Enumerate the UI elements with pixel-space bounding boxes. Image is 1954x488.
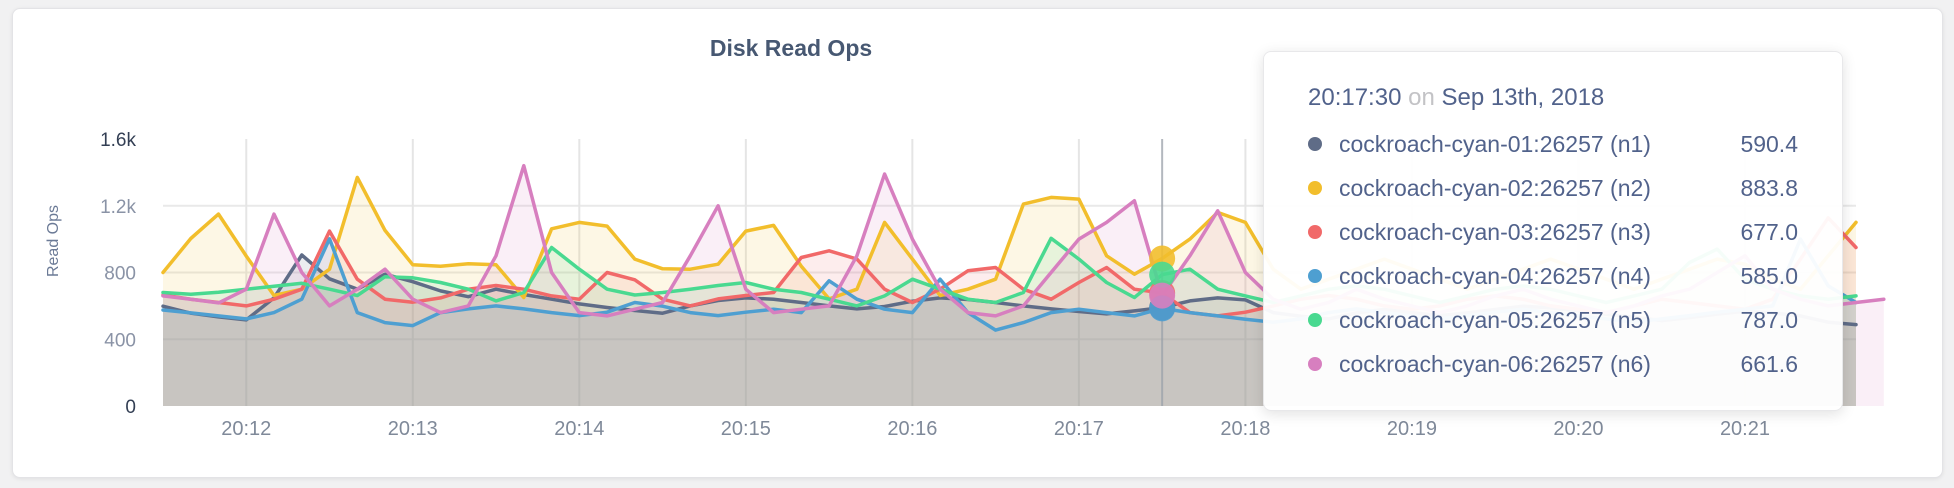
- y-tick-0: 0: [125, 397, 136, 418]
- x-tick-20:20: 20:20: [1553, 418, 1603, 440]
- tooltip-series-value: 677.0: [1740, 218, 1798, 245]
- tooltip-row-n4: cockroach-cyan-04:26257 (n4) 585.0: [1308, 254, 1798, 298]
- tooltip-heading: 20:17:30 on Sep 13th, 2018: [1308, 82, 1798, 114]
- x-tick-20:13: 20:13: [388, 418, 438, 440]
- tooltip-series-label: cockroach-cyan-03:26257 (n3): [1339, 218, 1651, 245]
- x-tick-20:19: 20:19: [1387, 418, 1437, 440]
- y-axis-tick-labels: 0 400 800 1.2k 1.6k: [100, 130, 136, 418]
- x-tick-20:21: 20:21: [1720, 418, 1770, 440]
- tooltip-series-value: 661.6: [1740, 350, 1798, 377]
- tooltip-series-value: 585.0: [1740, 262, 1798, 289]
- x-tick-20:18: 20:18: [1220, 418, 1270, 440]
- series-color-dot-icon: [1308, 137, 1322, 151]
- series-color-dot-icon: [1308, 269, 1322, 283]
- hover-guideline-layer: [1149, 139, 1176, 406]
- x-tick-20:15: 20:15: [721, 418, 771, 440]
- x-tick-20:17: 20:17: [1054, 418, 1104, 440]
- tooltip-series-value: 883.8: [1740, 174, 1798, 201]
- series-color-dot-icon: [1308, 313, 1322, 327]
- x-tick-20:14: 20:14: [554, 418, 604, 440]
- tooltip-series-label: cockroach-cyan-01:26257 (n1): [1339, 130, 1651, 157]
- tooltip-time: 20:17:30: [1308, 84, 1402, 111]
- tooltip-row-n2: cockroach-cyan-02:26257 (n2) 883.8: [1308, 166, 1798, 210]
- tooltip-series-label: cockroach-cyan-05:26257 (n5): [1339, 306, 1651, 333]
- tooltip-series-label: cockroach-cyan-04:26257 (n4): [1339, 262, 1651, 289]
- y-axis-title: Read Ops: [45, 205, 62, 277]
- hover-tooltip: 20:17:30 on Sep 13th, 2018 cockroach-cya…: [1263, 51, 1843, 411]
- tooltip-conjunction: on: [1408, 84, 1435, 111]
- series-color-dot-icon: [1308, 225, 1322, 239]
- x-axis-tick-labels: 20:12 20:13 20:14 20:15 20:16 20:17 20:18 20:19…: [221, 418, 1770, 440]
- hover-dot-n5: [1149, 261, 1176, 288]
- x-tick-20:12: 20:12: [221, 418, 271, 440]
- chart-card: Disk Read Ops 0 400 800 1.2k 1.6k 20:12 20:13…: [12, 8, 1943, 478]
- series-color-dot-icon: [1308, 357, 1322, 371]
- x-tick-20:16: 20:16: [887, 418, 937, 440]
- y-tick-1.6k: 1.6k: [100, 130, 136, 151]
- tooltip-row-n3: cockroach-cyan-03:26257 (n3) 677.0: [1308, 210, 1798, 254]
- tooltip-row-n5: cockroach-cyan-05:26257 (n5) 787.0: [1308, 298, 1798, 342]
- hover-dot-n6: [1149, 282, 1176, 309]
- y-tick-1.2k: 1.2k: [100, 197, 136, 218]
- tooltip-series-label: cockroach-cyan-06:26257 (n6): [1339, 350, 1651, 377]
- tooltip-rows: cockroach-cyan-01:26257 (n1) 590.4 cockroa…: [1308, 122, 1798, 386]
- y-tick-400: 400: [104, 330, 136, 351]
- tooltip-row-n6: cockroach-cyan-06:26257 (n6) 661.6: [1308, 342, 1798, 386]
- tooltip-series-label: cockroach-cyan-02:26257 (n2): [1339, 174, 1651, 201]
- tooltip-date: Sep 13th, 2018: [1441, 84, 1605, 111]
- tooltip-series-value: 787.0: [1740, 306, 1798, 333]
- y-tick-800: 800: [104, 264, 136, 285]
- chart-title: Disk Read Ops: [709, 35, 873, 61]
- series-color-dot-icon: [1308, 181, 1322, 195]
- tooltip-row-n1: cockroach-cyan-01:26257 (n1) 590.4: [1308, 122, 1798, 166]
- tooltip-series-value: 590.4: [1740, 130, 1798, 157]
